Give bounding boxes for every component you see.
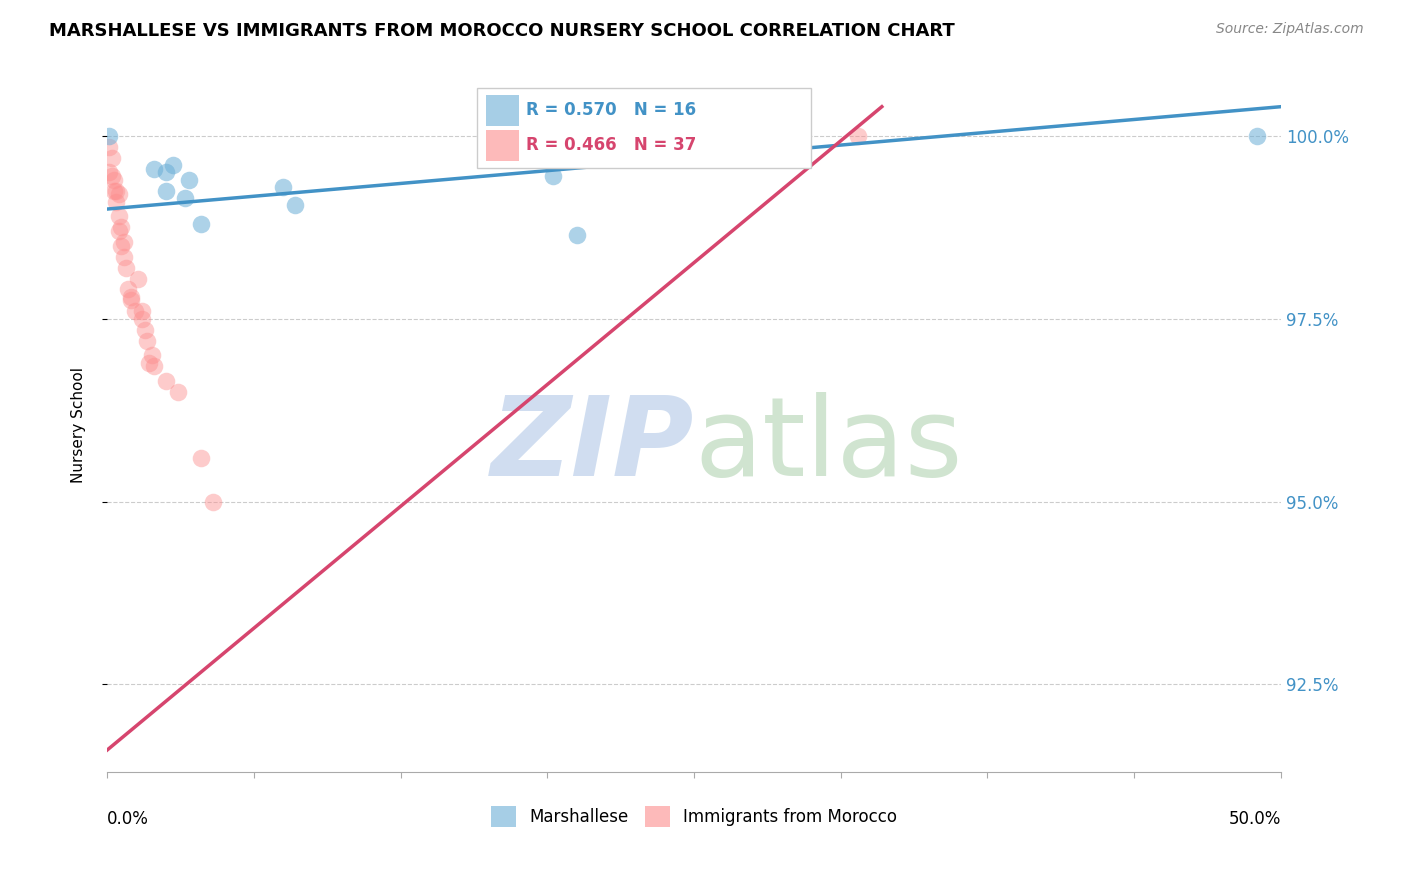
Point <box>100 151 122 165</box>
Text: R = 0.466   N = 37: R = 0.466 N = 37 <box>526 136 696 153</box>
Point <box>155 374 177 388</box>
Point <box>166 384 188 399</box>
Point <box>127 271 149 285</box>
Point <box>846 128 869 143</box>
Point <box>108 224 131 238</box>
Point <box>124 304 146 318</box>
Point <box>98 140 121 154</box>
Point <box>138 355 160 369</box>
Point <box>271 180 294 194</box>
FancyBboxPatch shape <box>477 87 811 168</box>
Point <box>131 304 153 318</box>
Point <box>98 165 121 179</box>
Text: R = 0.570   N = 16: R = 0.570 N = 16 <box>526 101 696 120</box>
Text: 50.0%: 50.0% <box>1229 810 1281 829</box>
Point <box>179 173 201 187</box>
Text: MARSHALLESE VS IMMIGRANTS FROM MOROCCO NURSERY SCHOOL CORRELATION CHART: MARSHALLESE VS IMMIGRANTS FROM MOROCCO N… <box>49 22 955 40</box>
Point <box>284 198 307 212</box>
Point <box>120 293 142 308</box>
Point <box>136 334 159 348</box>
Point <box>143 161 166 176</box>
Point <box>190 217 212 231</box>
Point <box>131 311 153 326</box>
FancyBboxPatch shape <box>486 95 519 126</box>
Text: 0.0%: 0.0% <box>107 810 149 829</box>
Point <box>565 227 588 242</box>
Text: Source: ZipAtlas.com: Source: ZipAtlas.com <box>1216 22 1364 37</box>
Point <box>103 173 125 187</box>
Point <box>105 194 128 209</box>
Point <box>120 290 142 304</box>
Text: ZIP: ZIP <box>491 392 695 500</box>
Point <box>201 494 224 508</box>
Point <box>155 165 177 179</box>
Point <box>98 128 121 143</box>
Point <box>155 184 177 198</box>
Point <box>173 191 195 205</box>
Point <box>105 184 128 198</box>
Point <box>190 450 212 465</box>
Point <box>110 238 132 252</box>
Point <box>1246 128 1268 143</box>
Y-axis label: Nursery School: Nursery School <box>72 367 86 483</box>
Point <box>108 187 131 202</box>
Point <box>110 220 132 235</box>
FancyBboxPatch shape <box>486 129 519 161</box>
Text: atlas: atlas <box>695 392 963 500</box>
Point <box>134 323 156 337</box>
Point <box>143 359 166 374</box>
Point <box>117 283 139 297</box>
Point <box>141 348 163 362</box>
Legend: Marshallese, Immigrants from Morocco: Marshallese, Immigrants from Morocco <box>484 799 904 833</box>
Point <box>541 169 564 183</box>
Point <box>100 169 122 183</box>
Point <box>108 210 131 224</box>
Point <box>115 260 138 275</box>
Point <box>112 250 135 264</box>
Point <box>103 184 125 198</box>
Point <box>112 235 135 249</box>
Point <box>162 158 184 172</box>
